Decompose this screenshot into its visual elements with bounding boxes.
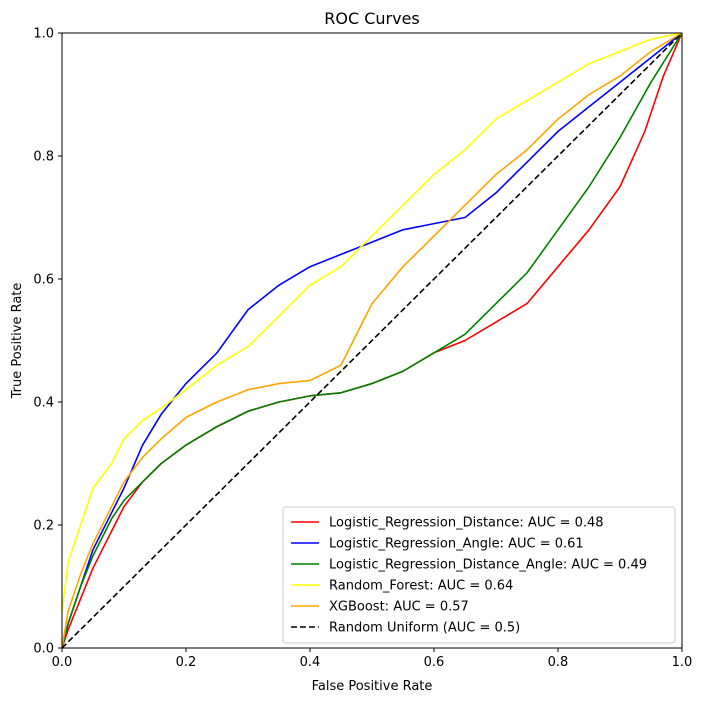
y-tick-label: 1.0 [33, 27, 54, 42]
series-line-4 [62, 33, 682, 648]
x-tick-label: 0.2 [176, 655, 197, 670]
plot-frame [61, 32, 683, 649]
x-tick-label: 0.8 [548, 655, 569, 670]
x-axis-label: False Positive Rate [312, 679, 433, 694]
plot-lines [62, 33, 682, 648]
legend-entry: Random_Forest: AUC = 0.64 [329, 579, 513, 594]
legend: Logistic_Regression_Distance: AUC = 0.48… [282, 506, 676, 644]
x-tick-label: 0.6 [424, 655, 445, 670]
x-tick-label: 0.0 [52, 655, 73, 670]
series-line-3 [62, 33, 682, 612]
legend-entry: Logistic_Regression_Distance_Angle: AUC … [329, 558, 647, 573]
y-axis-ticks: 0.0 0.2 0.4 0.6 0.8 1.0 [33, 27, 62, 657]
series-line-5 [62, 33, 682, 648]
chart-title: ROC Curves [324, 9, 420, 28]
legend-entry: XGBoost: AUC = 0.57 [329, 600, 469, 615]
x-axis-ticks: 0.0 0.2 0.4 0.6 0.8 1.0 [52, 648, 693, 670]
y-tick-label: 0.4 [33, 396, 54, 411]
x-tick-label: 0.4 [300, 655, 321, 670]
y-axis-label: True Positive Rate [10, 283, 25, 400]
x-tick-label: 1.0 [672, 655, 693, 670]
y-tick-label: 0.2 [33, 519, 54, 534]
legend-entry: Logistic_Regression_Angle: AUC = 0.61 [329, 537, 584, 552]
series-line-2 [62, 33, 682, 648]
legend-entry: Random Uniform (AUC = 0.5) [329, 621, 520, 636]
legend-box [282, 506, 676, 644]
y-tick-label: 0.8 [33, 150, 54, 165]
y-tick-label: 0.0 [33, 642, 54, 657]
legend-entry: Logistic_Regression_Distance: AUC = 0.48 [329, 516, 604, 531]
series-line-1 [62, 33, 682, 648]
y-tick-label: 0.6 [33, 273, 54, 288]
